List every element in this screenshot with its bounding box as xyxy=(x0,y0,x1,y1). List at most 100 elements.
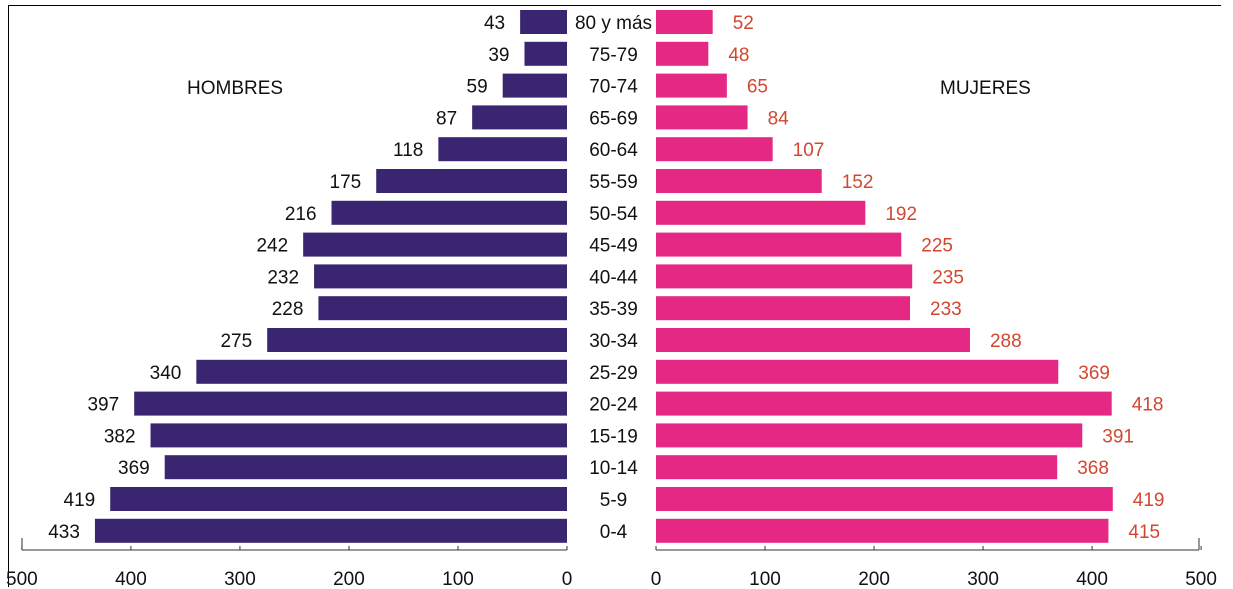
category-label: 5-9 xyxy=(600,490,627,511)
data-label-hombres: 39 xyxy=(488,45,509,66)
data-label-hombres: 369 xyxy=(118,458,150,479)
data-label-hombres: 118 xyxy=(393,140,423,161)
bar-hombres xyxy=(150,423,568,448)
x-tick-label-left: 100 xyxy=(442,569,474,589)
data-label-mujeres: 235 xyxy=(932,267,964,288)
x-tick-label-right: 100 xyxy=(749,569,781,589)
data-label-hombres: 275 xyxy=(220,331,252,352)
category-label: 55-59 xyxy=(589,172,638,193)
x-tick-label-left: 0 xyxy=(562,569,573,589)
data-label-mujeres: 369 xyxy=(1078,363,1110,384)
data-label-hombres: 382 xyxy=(104,426,136,447)
category-label: 25-29 xyxy=(589,363,638,384)
category-label: 10-14 xyxy=(589,458,638,479)
x-tick-label-right: 200 xyxy=(858,569,890,589)
bar-mujeres xyxy=(656,73,727,98)
data-label-mujeres: 152 xyxy=(842,172,874,193)
data-label-mujeres: 65 xyxy=(747,77,768,98)
data-label-mujeres: 225 xyxy=(921,236,953,257)
data-label-hombres: 228 xyxy=(272,299,304,320)
bar-mujeres xyxy=(656,169,822,193)
data-label-mujeres: 415 xyxy=(1128,522,1160,543)
category-label: 35-39 xyxy=(589,299,638,320)
bar-hombres xyxy=(267,328,567,352)
bar-mujeres xyxy=(656,10,713,34)
category-label: 20-24 xyxy=(589,395,638,416)
data-label-hombres: 419 xyxy=(64,490,96,511)
category-label: 75-79 xyxy=(589,45,638,66)
series-label-mujeres: MUJERES xyxy=(940,78,1031,99)
x-tick-label-left: 500 xyxy=(6,569,38,589)
bar-hombres xyxy=(520,10,567,34)
bar-mujeres xyxy=(656,105,748,130)
data-label-mujeres: 419 xyxy=(1133,490,1165,511)
category-label: 70-74 xyxy=(589,77,638,98)
bar-hombres xyxy=(94,518,568,543)
category-label: 40-44 xyxy=(589,267,638,288)
data-label-mujeres: 107 xyxy=(793,140,825,161)
category-label: 65-69 xyxy=(589,108,638,129)
data-label-hombres: 242 xyxy=(256,236,288,257)
bar-hombres xyxy=(438,137,567,162)
bar-mujeres xyxy=(656,264,913,289)
category-label: 80 y más xyxy=(575,13,652,34)
data-label-mujeres: 48 xyxy=(728,45,749,66)
bar-mujeres xyxy=(656,455,1058,480)
bar-hombres xyxy=(376,169,567,193)
bar-hombres xyxy=(110,487,567,511)
category-label: 45-49 xyxy=(589,236,638,257)
data-label-hombres: 433 xyxy=(48,522,80,543)
bar-hombres xyxy=(196,359,567,384)
x-tick-label-left: 400 xyxy=(115,569,147,589)
x-tick-label-left: 200 xyxy=(333,569,365,589)
data-label-hombres: 87 xyxy=(436,108,457,129)
bar-hombres xyxy=(472,105,567,130)
bar-hombres xyxy=(318,296,567,321)
bar-mujeres xyxy=(656,328,970,352)
bar-mujeres xyxy=(656,232,902,257)
bar-mujeres xyxy=(656,518,1109,543)
bar-hombres xyxy=(303,232,567,257)
data-label-mujeres: 418 xyxy=(1132,395,1164,416)
data-label-mujeres: 192 xyxy=(885,204,917,225)
bar-hombres xyxy=(164,455,568,480)
category-label: 30-34 xyxy=(589,331,638,352)
data-label-mujeres: 288 xyxy=(990,331,1022,352)
data-label-hombres: 43 xyxy=(484,13,505,34)
x-tick-label-left: 300 xyxy=(224,569,256,589)
data-label-mujeres: 84 xyxy=(768,108,790,129)
bar-hombres xyxy=(524,41,567,66)
bar-mujeres xyxy=(656,391,1112,416)
data-label-mujeres: 233 xyxy=(930,299,962,320)
bar-mujeres xyxy=(656,41,709,66)
bar-mujeres xyxy=(656,137,773,162)
data-label-mujeres: 391 xyxy=(1102,426,1134,447)
data-label-hombres: 59 xyxy=(467,77,488,98)
bar-mujeres xyxy=(656,359,1059,384)
bar-hombres xyxy=(502,73,567,98)
data-label-hombres: 216 xyxy=(285,204,317,225)
data-label-hombres: 340 xyxy=(150,363,182,384)
x-tick-label-right: 500 xyxy=(1185,569,1217,589)
bar-hombres xyxy=(331,200,567,225)
data-label-hombres: 232 xyxy=(267,267,299,288)
x-tick-label-right: 300 xyxy=(967,569,999,589)
data-label-mujeres: 52 xyxy=(733,13,754,34)
category-label: 60-64 xyxy=(589,140,638,161)
x-tick-label-right: 0 xyxy=(651,569,662,589)
bar-mujeres xyxy=(656,423,1083,448)
category-label: 15-19 xyxy=(589,426,638,447)
bar-hombres xyxy=(134,391,567,416)
data-label-hombres: 175 xyxy=(330,172,362,193)
category-label: 50-54 xyxy=(589,204,638,225)
data-label-mujeres: 368 xyxy=(1077,458,1109,479)
bar-mujeres xyxy=(656,487,1113,511)
bar-hombres xyxy=(314,264,567,289)
series-label-hombres: HOMBRES xyxy=(187,78,284,99)
category-label: 0-4 xyxy=(600,522,628,543)
data-label-hombres: 397 xyxy=(87,395,119,416)
x-tick-label-right: 400 xyxy=(1076,569,1108,589)
bar-mujeres xyxy=(656,200,866,225)
bar-mujeres xyxy=(656,296,911,321)
